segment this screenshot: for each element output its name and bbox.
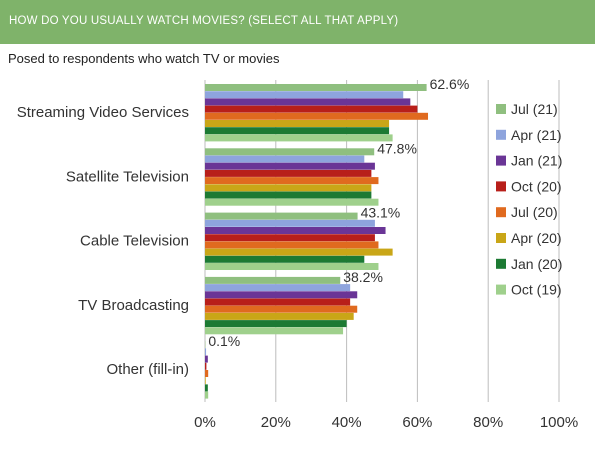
bar [205, 263, 379, 270]
bar [205, 120, 390, 127]
x-tick-label: 100% [540, 414, 578, 431]
bar [205, 162, 375, 170]
legend-swatch [496, 258, 506, 269]
bar [205, 362, 207, 370]
category-label: Cable Television [80, 233, 189, 250]
bar [205, 84, 427, 91]
bar [205, 169, 372, 177]
legend-label: Jul (21) [511, 101, 558, 117]
legend-label: Jul (20) [511, 204, 558, 220]
legend-swatch [496, 233, 506, 243]
bar [205, 177, 379, 185]
bar [205, 320, 347, 328]
bar [205, 377, 206, 385]
bar [205, 191, 372, 199]
bar [205, 198, 379, 206]
category-label: Streaming Video Services [17, 104, 189, 121]
legend-label: Oct (19) [511, 282, 562, 298]
bar [205, 112, 429, 120]
bar [205, 98, 411, 106]
chart-subtitle: Posed to respondents who watch TV or mov… [8, 51, 280, 66]
bar [205, 241, 379, 249]
x-tick-label: 40% [332, 414, 362, 431]
data-label: 43.1% [361, 205, 401, 221]
chart-title: HOW DO YOU USUALLY WATCH MOVIES? (SELECT… [9, 15, 399, 27]
bar [205, 255, 365, 263]
legend-label: Jan (20) [511, 256, 562, 272]
bar [205, 105, 418, 113]
bar [205, 91, 404, 99]
legend-label: Apr (21) [511, 127, 562, 143]
legend-swatch [496, 284, 506, 295]
data-label: 62.6% [430, 76, 470, 92]
bar [205, 127, 390, 135]
x-tick-label: 80% [473, 414, 503, 431]
bar [205, 355, 208, 363]
bar [205, 234, 375, 242]
bar [205, 212, 358, 220]
legend-swatch [496, 207, 506, 218]
header-bar: HOW DO YOU USUALLY WATCH MOVIES? (SELECT… [0, 0, 595, 44]
legend-swatch [496, 129, 506, 140]
x-tick-label: 20% [261, 414, 291, 431]
bar [205, 370, 209, 377]
bar [205, 276, 341, 284]
bar [205, 155, 365, 163]
bar [205, 348, 207, 356]
bar [205, 227, 386, 234]
category-label: TV Broadcasting [78, 297, 189, 314]
legend-label: Apr (20) [511, 230, 562, 246]
bar [205, 305, 358, 313]
data-label: 0.1% [208, 333, 240, 349]
data-label: 38.2% [343, 269, 383, 285]
bar [205, 298, 351, 306]
bar [205, 248, 393, 256]
bar [205, 148, 375, 156]
x-tick-label: 60% [402, 414, 432, 431]
bar [205, 219, 375, 227]
legend-label: Oct (20) [511, 178, 562, 194]
legend-swatch [496, 181, 506, 192]
bar [205, 284, 351, 292]
legend-label: Jan (21) [511, 153, 562, 169]
bar [205, 312, 354, 320]
data-label: 47.8% [377, 140, 417, 156]
category-label: Other (fill-in) [106, 361, 189, 378]
bar [205, 327, 344, 335]
category-label: Satellite Television [66, 168, 189, 185]
legend-swatch [496, 104, 506, 114]
legend-swatch [496, 155, 506, 166]
bar [205, 134, 393, 142]
bar [205, 384, 208, 392]
bar [205, 391, 209, 399]
bar [205, 291, 358, 299]
x-tick-label: 0% [194, 414, 216, 431]
bar [205, 184, 372, 192]
